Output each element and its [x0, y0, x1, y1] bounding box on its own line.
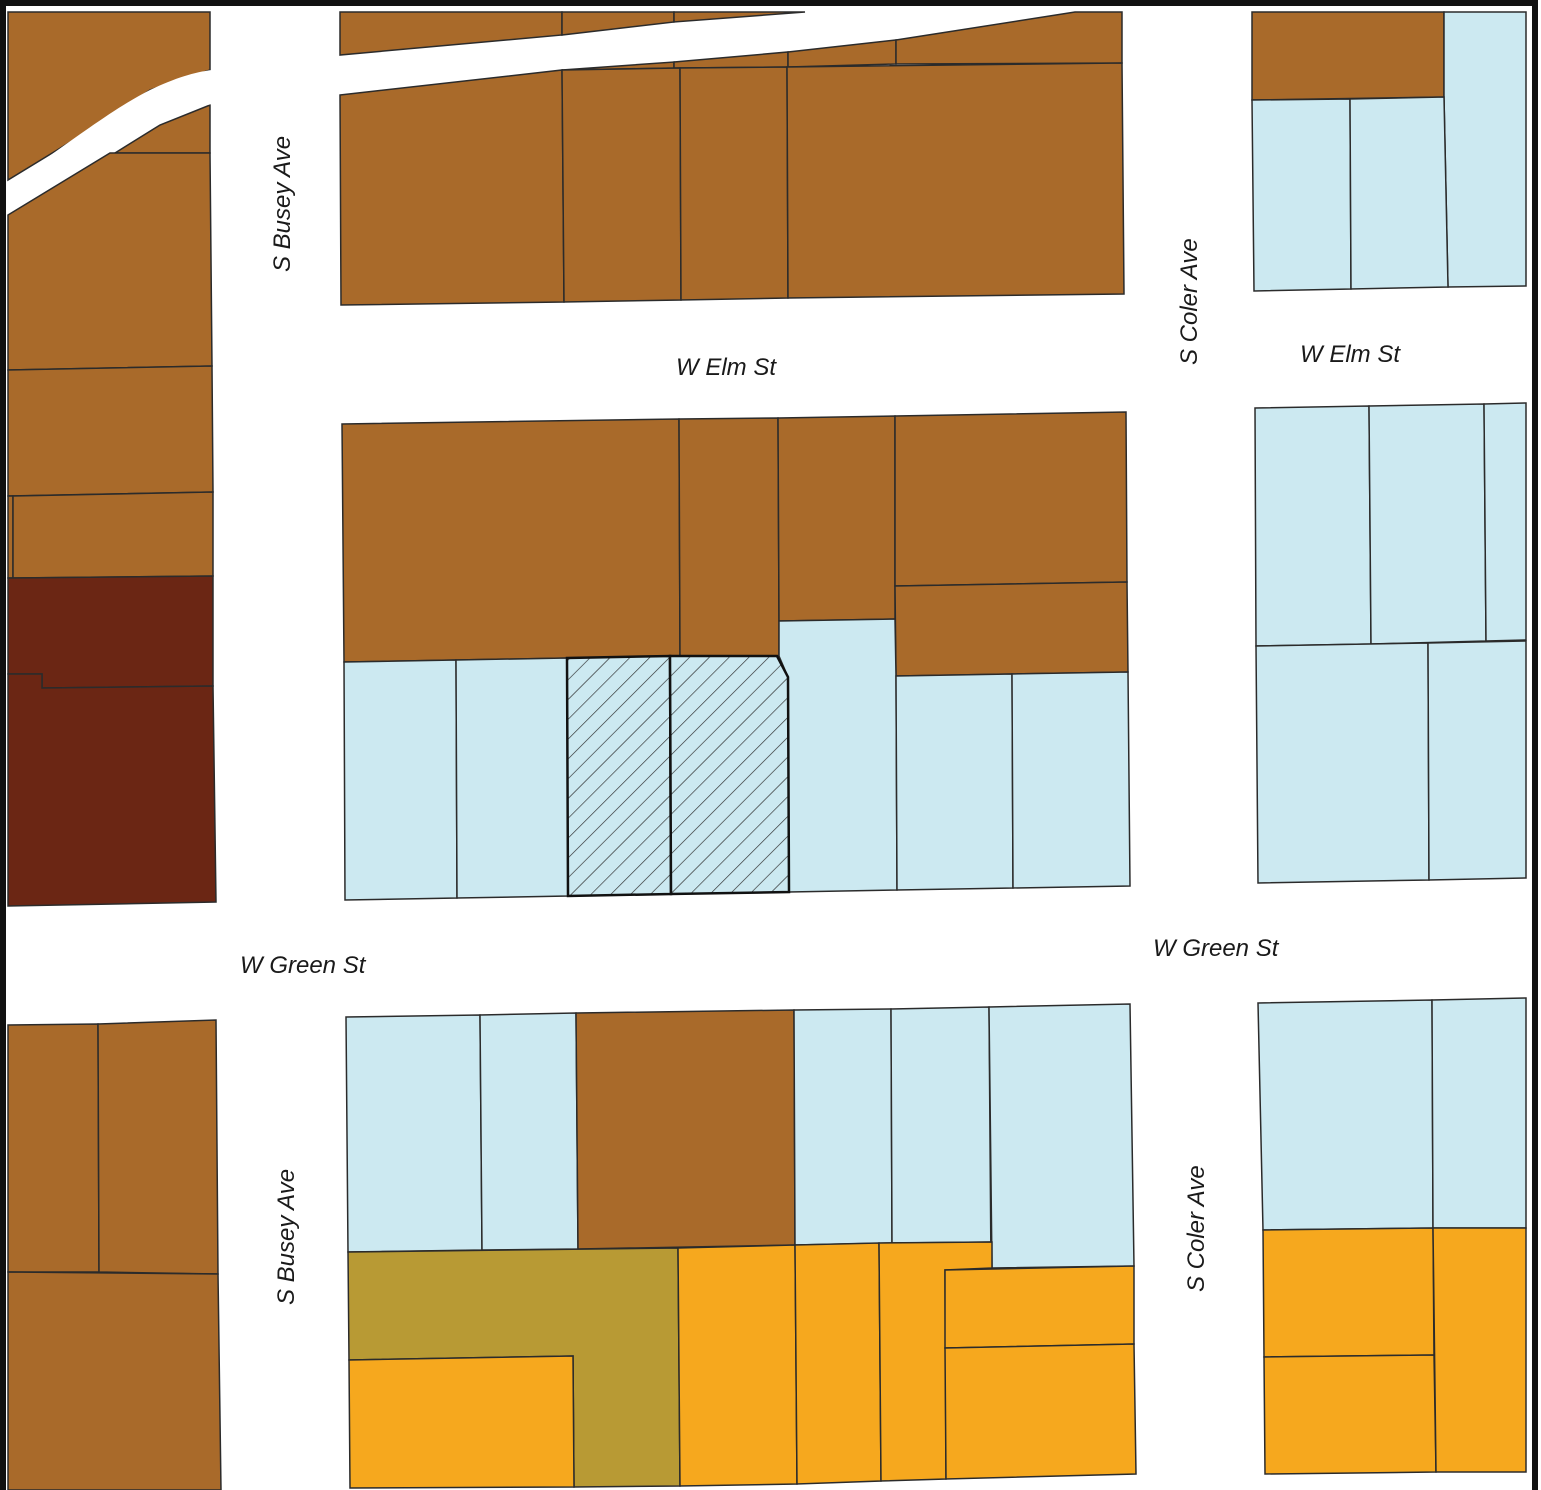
- block-west-north: [7, 11, 217, 907]
- parcel[interactable]: [944, 1265, 1135, 1349]
- parcel[interactable]: [339, 69, 565, 306]
- parcel[interactable]: [455, 657, 569, 899]
- block-center-south: [345, 1003, 1137, 1489]
- parcel[interactable]: [479, 1012, 579, 1251]
- parcel[interactable]: [944, 1343, 1137, 1480]
- parcel[interactable]: [1011, 671, 1131, 889]
- parcel[interactable]: [678, 417, 780, 657]
- parcel[interactable]: [1251, 98, 1352, 292]
- parcel[interactable]: [7, 1023, 100, 1273]
- block-east-south: [1257, 997, 1527, 1475]
- parcel[interactable]: [794, 1242, 882, 1485]
- street-label-s-busey-ave-south: S Busey Ave: [273, 1169, 300, 1305]
- parcel[interactable]: [787, 39, 897, 68]
- subject-parcel-hatched[interactable]: [668, 654, 791, 896]
- parcel[interactable]: [777, 415, 896, 622]
- parcel[interactable]: [1257, 999, 1434, 1231]
- parcel[interactable]: [1262, 1227, 1435, 1358]
- parcel[interactable]: [677, 1244, 798, 1487]
- street-label-s-busey-ave-north: S Busey Ave: [269, 136, 296, 272]
- parcel[interactable]: [7, 1271, 222, 1490]
- parcel[interactable]: [7, 575, 214, 689]
- parcel[interactable]: [793, 1008, 893, 1246]
- parcel[interactable]: [348, 1355, 575, 1489]
- parcel[interactable]: [895, 673, 1014, 891]
- parcel[interactable]: [1251, 11, 1445, 101]
- parcel[interactable]: [561, 11, 675, 36]
- parcel[interactable]: [894, 581, 1129, 677]
- parcel[interactable]: [1349, 96, 1449, 290]
- parcel[interactable]: [894, 411, 1128, 587]
- parcel[interactable]: [1443, 11, 1527, 288]
- parcel[interactable]: [1254, 405, 1372, 647]
- block-east-north: [1251, 11, 1527, 292]
- street-label-w-elm-st-east: W Elm St: [1300, 341, 1401, 368]
- block-center-middle: [341, 411, 1131, 901]
- diagonal-road: [0, 70, 212, 215]
- parcel[interactable]: [339, 11, 563, 56]
- street-label-s-coler-ave-north: S Coler Ave: [1176, 238, 1203, 365]
- parcel[interactable]: [679, 66, 789, 301]
- parcel[interactable]: [1263, 1354, 1437, 1475]
- parcel[interactable]: [97, 1019, 219, 1275]
- parcel[interactable]: [1483, 402, 1527, 642]
- street-label-w-elm-st-center: W Elm St: [676, 354, 777, 381]
- block-west-south: [7, 1019, 222, 1490]
- parcel[interactable]: [673, 11, 806, 23]
- parcel[interactable]: [341, 418, 681, 663]
- block-east-middle: [1254, 402, 1527, 884]
- parcel[interactable]: [1255, 642, 1430, 884]
- parcel[interactable]: [673, 51, 789, 69]
- parcel[interactable]: [345, 1014, 483, 1253]
- street-label-s-coler-ave-south: S Coler Ave: [1183, 1165, 1210, 1292]
- parcel[interactable]: [343, 659, 458, 901]
- parcel[interactable]: [561, 67, 682, 303]
- parcel[interactable]: [1431, 997, 1527, 1229]
- parcel[interactable]: [778, 618, 898, 893]
- parcel[interactable]: [12, 491, 214, 579]
- parcel[interactable]: [1432, 1227, 1527, 1473]
- block-center-north: [339, 11, 1125, 306]
- parcel[interactable]: [7, 365, 214, 497]
- parcel[interactable]: [1427, 640, 1527, 881]
- parcel[interactable]: [575, 1009, 796, 1250]
- street-label-w-green-st-east: W Green St: [1153, 935, 1280, 962]
- parcel[interactable]: [786, 62, 1125, 299]
- subject-parcel-hatched[interactable]: [565, 654, 673, 898]
- parcel[interactable]: [7, 152, 213, 371]
- parcel[interactable]: [7, 673, 217, 907]
- parcel[interactable]: [890, 1006, 993, 1269]
- street-label-w-green-st-west: W Green St: [240, 952, 367, 979]
- parcel[interactable]: [895, 11, 1123, 65]
- parcel[interactable]: [1368, 403, 1487, 645]
- parcel[interactable]: [988, 1003, 1135, 1269]
